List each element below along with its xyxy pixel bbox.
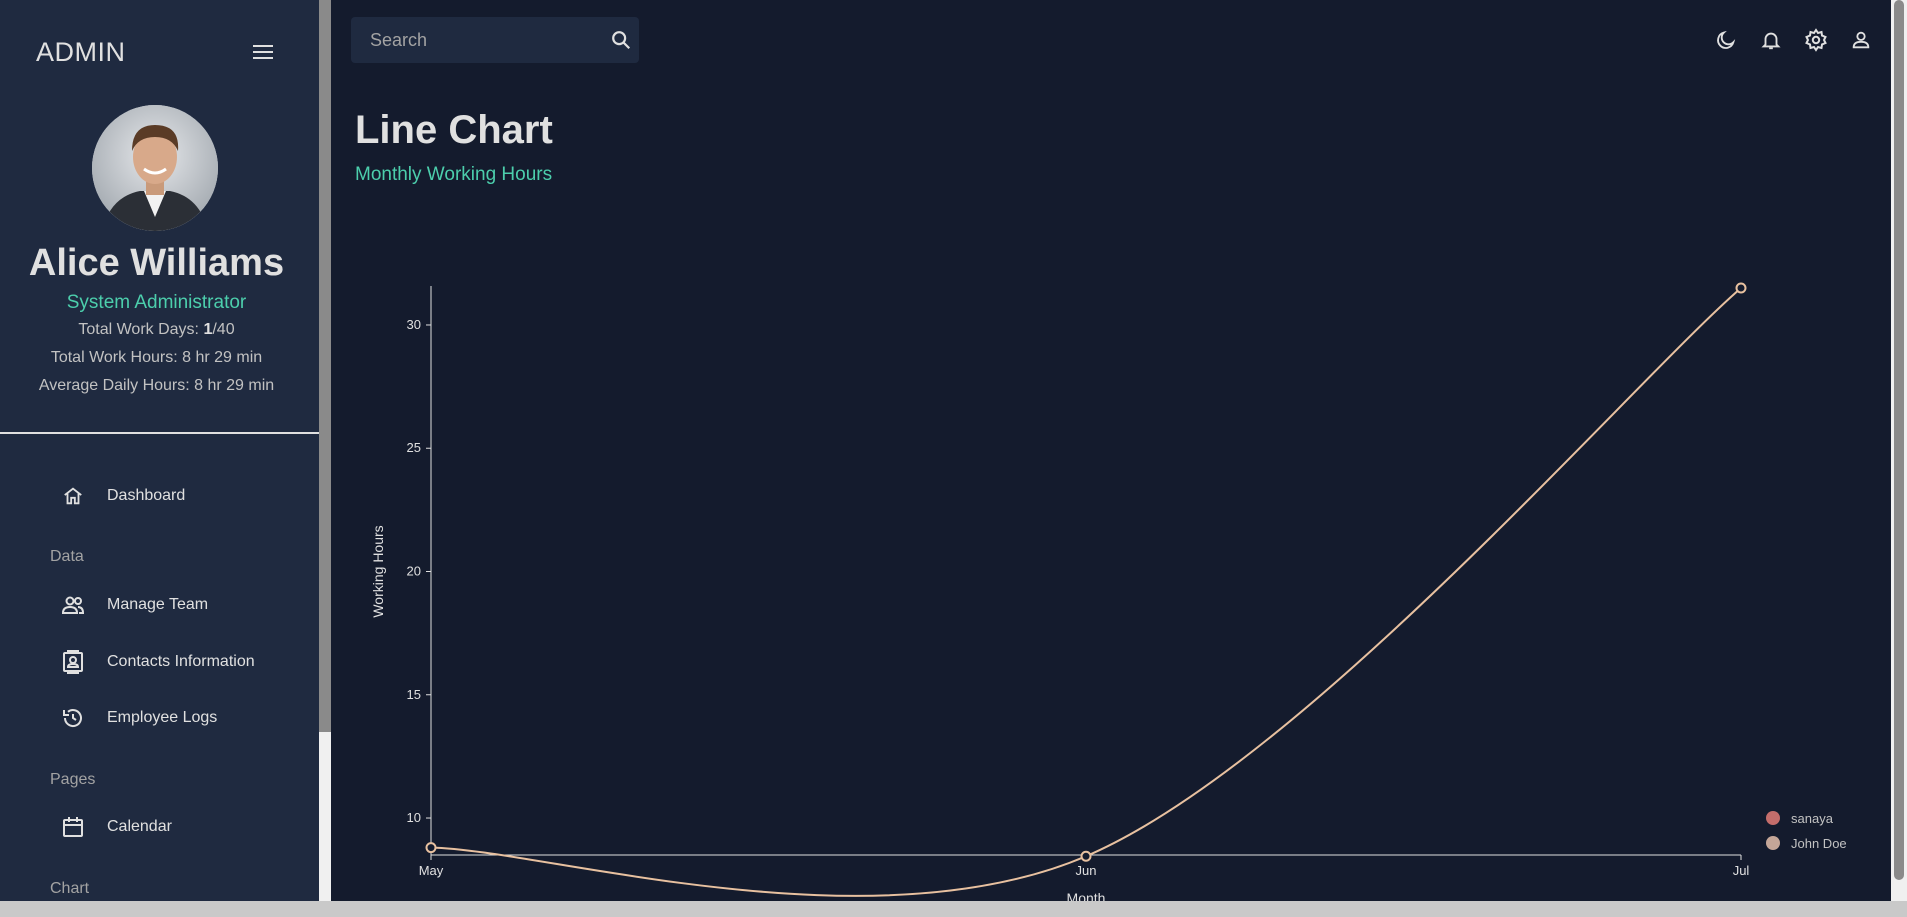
search-input[interactable] [370,29,602,51]
page-scrollbar-thumb[interactable] [1894,0,1904,880]
people-icon [60,592,86,618]
topbar-icons [1710,22,1877,58]
avg-hours-stat: Average Daily Hours: 8 hr 29 min [38,377,275,394]
contact-card-icon [60,649,86,675]
brand-title: ADMIN [36,36,126,67]
work-days-value: 1 [203,321,213,338]
data-point [425,842,437,854]
nav-section-pages: Pages [50,771,96,788]
nav-section-data: Data [50,548,84,565]
x-tick-label: Jun [1076,863,1097,878]
y-tick-label: 15 [407,687,421,702]
search-box [351,17,639,63]
y-tick-label: 30 [407,317,421,332]
work-days-stat: Total Work Days: 1/40 [0,321,313,339]
moon-icon[interactable] [1710,22,1742,58]
data-point [1080,850,1092,862]
horizontal-scrollbar[interactable] [0,901,1907,917]
sidebar-scrollbar[interactable] [319,0,331,901]
sidebar-item-contacts[interactable]: Contacts Information [60,647,255,677]
work-days-total: /40 [212,321,235,338]
series-line-john-doe [430,287,1742,897]
avatar[interactable] [92,105,218,231]
x-axis-label: Month [1067,890,1106,901]
y-tick-label: 10 [407,810,421,825]
x-tick-label: Jul [1733,863,1750,878]
legend-label: John Doe [1791,836,1847,851]
legend-label: sanaya [1791,811,1834,826]
work-hours-stat: Total Work Hours: 8 hr 29 min [50,349,263,366]
search-icon[interactable] [602,17,639,63]
sidebar-item-label: Employee Logs [107,709,218,726]
sidebar-item-label: Calendar [107,818,172,835]
user-role: System Administrator [66,292,247,313]
legend-symbol [1766,836,1780,850]
brand-row: ADMIN [36,34,276,70]
sidebar-item-label: Manage Team [107,596,209,613]
y-tick-label: 25 [407,440,421,455]
sidebar: ADMIN Alice Williams System Administrato… [0,0,319,901]
person-icon[interactable] [1845,22,1877,58]
sidebar-item-employee-logs[interactable]: Employee Logs [60,703,217,733]
bell-icon[interactable] [1755,22,1787,58]
x-tick-label: May [419,863,444,878]
calendar-icon [60,814,86,840]
nav-section-chart: Chart [50,880,90,897]
sidebar-item-manage-team[interactable]: Manage Team [60,590,208,620]
page-subtitle: Monthly Working Hours [355,164,553,185]
legend-symbol [1766,811,1780,825]
hamburger-menu-icon[interactable] [250,39,276,65]
sidebar-scroll-track[interactable] [319,732,331,901]
history-icon [60,705,86,731]
home-icon [60,483,86,509]
line-chart: 10 15 20 25 30 May Jun Jul Working Hours Month san… [370,282,1847,901]
page-title: Line Chart [355,108,553,152]
data-point [1735,282,1747,294]
sidebar-divider [0,432,319,434]
sidebar-item-label: Contacts Information [107,653,255,670]
gear-icon[interactable] [1800,22,1832,58]
work-days-label: Total Work Days: [78,321,204,338]
user-name: Alice Williams [28,242,285,284]
y-tick-label: 20 [407,564,421,579]
sidebar-item-calendar[interactable]: Calendar [60,812,172,842]
sidebar-item-dashboard[interactable]: Dashboard [60,481,185,511]
page-scrollbar[interactable] [1891,0,1907,901]
y-axis-label: Working Hours [370,525,386,617]
sidebar-item-label: Dashboard [107,487,186,504]
